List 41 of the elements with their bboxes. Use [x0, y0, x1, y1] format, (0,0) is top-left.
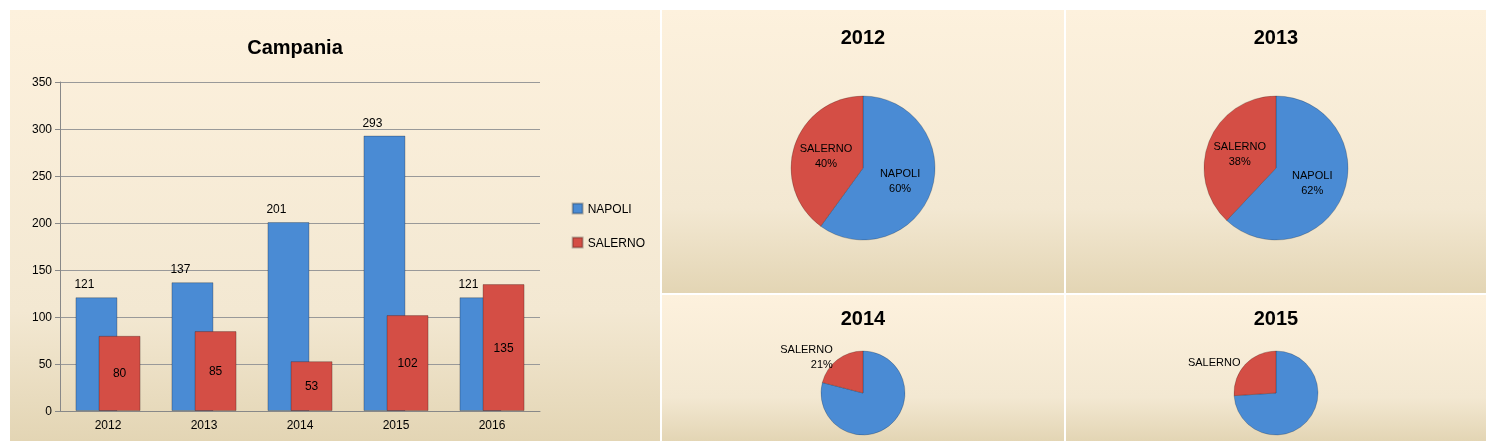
y-tick-label: 50 [38, 357, 53, 371]
slice-label: SALERNO [1187, 355, 1241, 368]
data-label: 40% [814, 157, 838, 170]
data-label: 102 [397, 356, 418, 371]
data-label: 293 [362, 115, 383, 130]
slice-label: SALERNO [780, 343, 834, 356]
data-label: 201 [266, 202, 287, 217]
x-tick-label: 2013 [190, 418, 218, 432]
x-tick-label: 2015 [382, 418, 410, 432]
slice-label: NAPOLI [1292, 168, 1333, 181]
chart-title: 2014 [840, 307, 887, 329]
data-label: 53 [304, 379, 319, 394]
data-label: 62% [1301, 183, 1324, 196]
data-label: 121 [458, 277, 479, 292]
slice-label: SALERNO [799, 142, 853, 155]
data-label: 60% [889, 181, 912, 194]
y-tick-label: 100 [31, 310, 53, 324]
legend-label: SALERNO [587, 235, 646, 250]
chart-title: Campania [247, 36, 344, 58]
slice-label: NAPOLI [879, 166, 921, 179]
data-label: 137 [170, 262, 191, 277]
legend-label: NAPOLI [587, 201, 632, 216]
data-label: 85 [208, 364, 223, 379]
chart-title: 2013 [1253, 26, 1299, 48]
data-label: 80 [112, 366, 127, 381]
y-tick-label: 0 [45, 404, 53, 418]
y-tick-label: 200 [31, 216, 53, 230]
x-tick-label: 2014 [286, 418, 314, 432]
x-tick-label: 2016 [478, 418, 506, 432]
chart-title: 2015 [1253, 307, 1299, 329]
slice-label: SALERNO [1213, 140, 1267, 153]
y-tick-label: 250 [31, 169, 53, 183]
x-tick-label: 2012 [94, 418, 122, 432]
data-label: 21% [810, 358, 834, 371]
y-tick-label: 350 [31, 75, 53, 89]
data-label: 135 [493, 340, 514, 355]
y-tick-label: 300 [31, 122, 53, 136]
data-label: 38% [1228, 155, 1251, 168]
data-label: 121 [74, 277, 95, 292]
chart-title: 2012 [840, 26, 886, 48]
y-tick-label: 150 [31, 263, 53, 277]
